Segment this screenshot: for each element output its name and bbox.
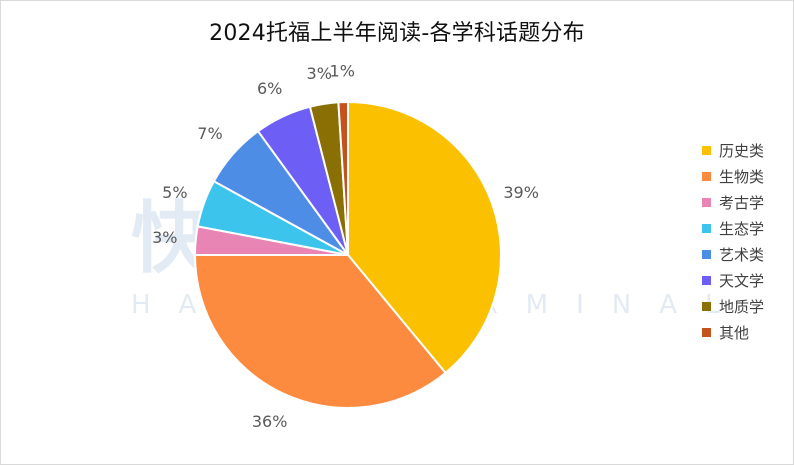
legend-swatch-艺术类: [702, 249, 711, 259]
legend-swatch-天文学: [702, 275, 711, 285]
legend-label-地质学: 地质学: [719, 297, 765, 316]
legend-swatch-生物类: [702, 171, 711, 181]
data-label-考古学: 3%: [152, 228, 177, 247]
pie-slice-历史类: [347, 100, 502, 375]
data-label-生态学: 5%: [162, 183, 187, 202]
legend-item-历史类: 历史类: [702, 137, 764, 163]
data-label-其他: 1%: [330, 62, 355, 81]
pie-slice-其他: [337, 100, 349, 256]
data-label-历史类: 39%: [503, 183, 539, 202]
legend-label-历史类: 历史类: [719, 141, 765, 160]
legend-item-生态学: 生态学: [702, 215, 764, 241]
legend-swatch-生态学: [702, 223, 711, 233]
legend-item-天文学: 天文学: [702, 267, 764, 293]
legend-item-其他: 其他: [702, 319, 764, 345]
legend-swatch-历史类: [702, 145, 711, 155]
legend-swatch-考古学: [702, 197, 711, 207]
legend-label-天文学: 天文学: [719, 271, 765, 290]
legend-swatch-地质学: [702, 301, 711, 311]
data-label-天文学: 6%: [257, 79, 282, 98]
legend-item-地质学: 地质学: [702, 293, 764, 319]
data-label-生物类: 36%: [252, 412, 288, 431]
chart-legend: 历史类生物类考古学生态学艺术类天文学地质学其他: [702, 137, 764, 345]
legend-swatch-其他: [702, 327, 711, 337]
legend-label-其他: 其他: [719, 323, 750, 342]
chart-title: 2024托福上半年阅读-各学科话题分布: [209, 21, 585, 46]
data-label-艺术类: 7%: [197, 124, 222, 143]
legend-label-生物类: 生物类: [719, 167, 765, 186]
legend-label-艺术类: 艺术类: [719, 245, 765, 264]
legend-label-生态学: 生态学: [719, 219, 765, 238]
legend-item-考古学: 考古学: [702, 189, 764, 215]
pie-slice-生物类: [193, 254, 447, 409]
data-label-地质学: 3%: [307, 64, 332, 83]
legend-item-生物类: 生物类: [702, 163, 764, 189]
legend-item-艺术类: 艺术类: [702, 241, 764, 267]
legend-label-考古学: 考古学: [719, 193, 765, 212]
